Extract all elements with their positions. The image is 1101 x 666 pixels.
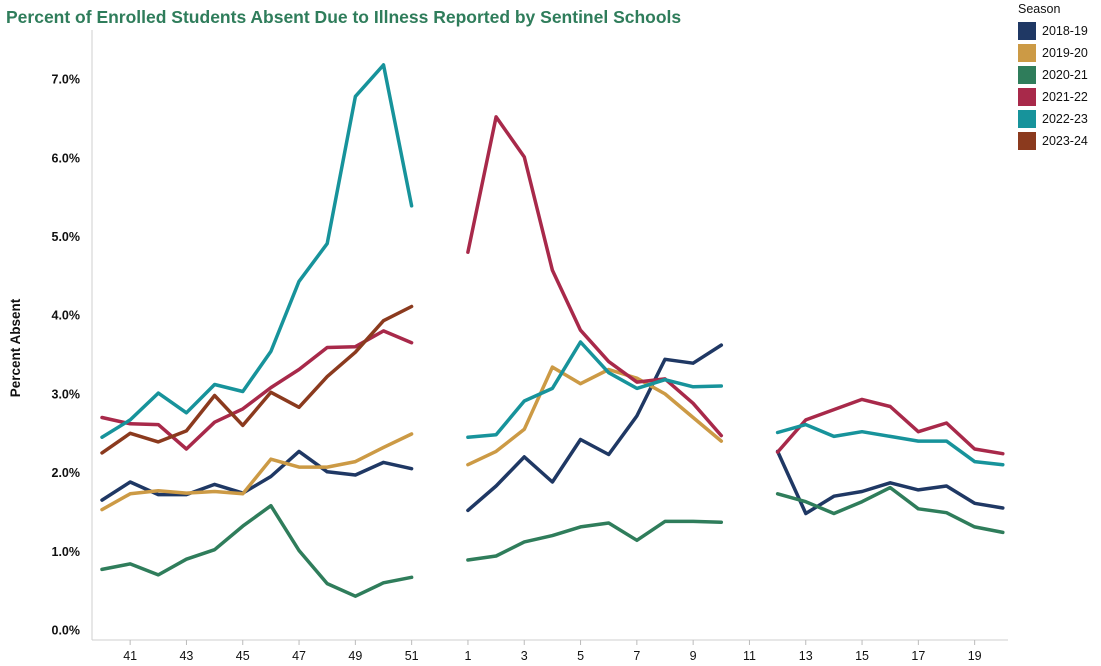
series-line-2022-23 — [100, 63, 1005, 467]
legend-label: 2018-19 — [1042, 23, 1088, 38]
legend-item[interactable]: 2018-19 — [1018, 21, 1088, 40]
legend-label: 2020-21 — [1042, 67, 1088, 82]
y-tick-label: 5.0% — [52, 230, 81, 244]
legend-title: Season — [1018, 2, 1061, 16]
chart-title: Percent of Enrolled Students Absent Due … — [6, 7, 682, 27]
legend: Season 2018-19 2019-20 2020-21 2021-22 2022-… — [1018, 2, 1088, 154]
series-line-2023-24 — [100, 304, 414, 455]
legend-items: 2018-19 2019-20 2020-21 2021-22 2022-23 2023-… — [1018, 21, 1088, 151]
y-tick-label: 6.0% — [52, 151, 81, 165]
y-axis-ticks: 0.0% 1.0% 2.0% 3.0% 4.0% 5.0% 6.0% 7.0% — [52, 73, 81, 638]
y-tick-label: 4.0% — [52, 309, 81, 323]
x-tick-label: 7 — [633, 649, 640, 663]
x-tick-label: 43 — [179, 649, 193, 663]
series-line-2021-22 — [100, 115, 1005, 456]
x-tick-label: 13 — [799, 649, 813, 663]
series-lines — [100, 63, 1005, 598]
x-tick-label: 17 — [911, 649, 925, 663]
legend-item[interactable]: 2021-22 — [1018, 88, 1088, 107]
legend-swatch — [1018, 21, 1036, 40]
x-tick-label: 1 — [464, 649, 471, 663]
legend-swatch — [1018, 65, 1036, 84]
legend-label: 2021-22 — [1042, 90, 1088, 105]
x-tick-label: 11 — [743, 649, 756, 663]
legend-item[interactable]: 2019-20 — [1018, 43, 1088, 62]
legend-swatch — [1018, 110, 1036, 129]
legend-swatch — [1018, 88, 1036, 107]
x-tick-label: 3 — [521, 649, 528, 663]
x-tick-label: 51 — [405, 649, 419, 663]
x-tick-label: 41 — [123, 649, 137, 663]
x-tick-label: 19 — [968, 649, 982, 663]
x-tick-label: 49 — [348, 649, 362, 663]
legend-swatch — [1018, 43, 1036, 62]
chart-axes — [91, 30, 1008, 641]
x-tick-label: 5 — [577, 649, 584, 663]
y-tick-label: 0.0% — [52, 624, 81, 638]
legend-label: 2022-23 — [1042, 112, 1088, 127]
y-tick-label: 7.0% — [52, 73, 81, 87]
x-tick-label: 9 — [690, 649, 697, 663]
series-line-2019-20 — [100, 365, 724, 512]
legend-swatch — [1018, 132, 1036, 151]
y-axis-title: Percent Absent — [8, 298, 23, 397]
legend-label: 2019-20 — [1042, 45, 1088, 60]
legend-label: 2023-24 — [1042, 134, 1088, 149]
y-tick-label: 1.0% — [52, 545, 81, 559]
y-tick-label: 3.0% — [52, 387, 81, 401]
x-tick-label: 45 — [236, 649, 250, 663]
x-tick-label: 47 — [292, 649, 306, 663]
x-axis-ticks: 41 43 45 47 49 51 1 3 5 7 9 11 13 15 17 19 — [123, 640, 982, 663]
legend-item[interactable]: 2023-24 — [1018, 132, 1088, 151]
legend-item[interactable]: 2020-21 — [1018, 65, 1088, 84]
series-line-2020-21 — [100, 485, 1005, 598]
legend-item[interactable]: 2022-23 — [1018, 110, 1088, 129]
y-tick-label: 2.0% — [52, 466, 81, 480]
x-tick-label: 15 — [855, 649, 869, 663]
